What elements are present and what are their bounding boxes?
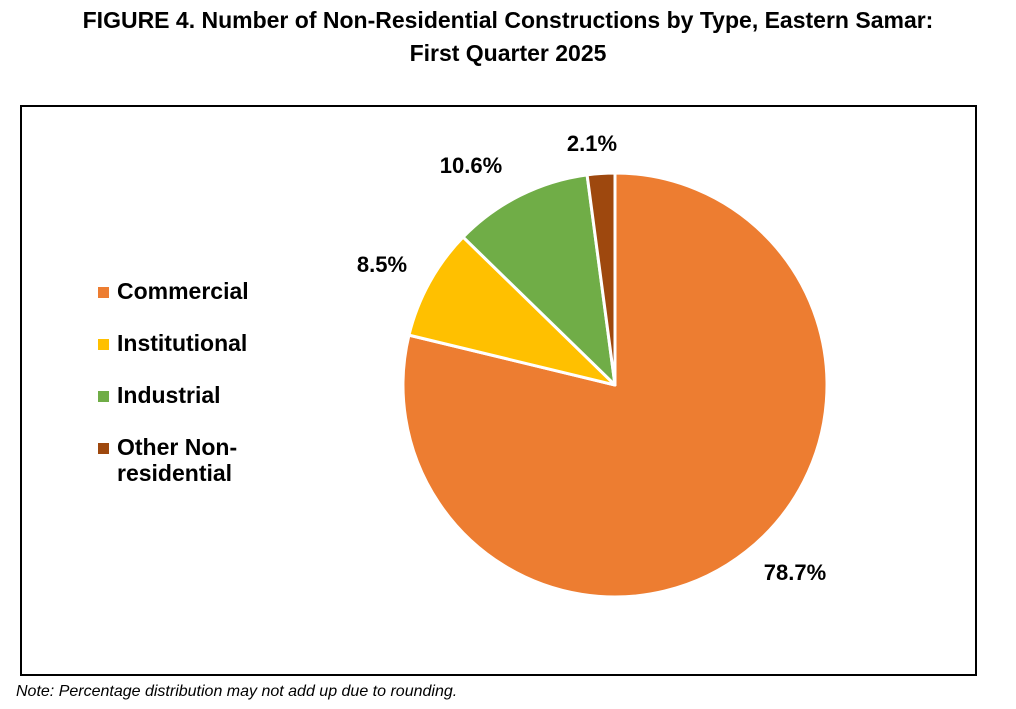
pie-slice-commercial xyxy=(401,171,829,599)
data-label-commercial: 78.7% xyxy=(764,560,826,585)
data-label-industrial: 10.6% xyxy=(440,153,502,178)
legend-label-line: Institutional xyxy=(117,330,248,356)
pie-slice-institutional xyxy=(407,235,617,387)
legend-swatch xyxy=(98,339,109,350)
chart-title-line-2: First Quarter 2025 xyxy=(409,40,607,66)
legend-label: Commercial xyxy=(117,278,249,304)
legend-label: Institutional xyxy=(117,330,247,356)
legend-label-line: Commercial xyxy=(117,278,249,304)
pie-slice-industrial xyxy=(461,173,617,387)
chart-title: FIGURE 4. Number of Non-Residential Cons… xyxy=(0,4,1016,70)
legend-label-line: residential xyxy=(117,460,233,486)
data-label-institutional: 8.5% xyxy=(357,252,407,277)
pie-slice-other-non-residential xyxy=(585,171,617,387)
footnote: Note: Percentage distribution may not ad… xyxy=(16,683,458,700)
data-label-other-non-residential: 2.1% xyxy=(567,131,617,156)
chart-title-line-1: FIGURE 4. Number of Non-Residential Cons… xyxy=(82,7,934,33)
chart-area-frame xyxy=(20,105,977,676)
legend-label: Other Non-residential xyxy=(117,434,237,486)
legend-label-line: Industrial xyxy=(117,382,221,408)
legend-label: Industrial xyxy=(117,382,221,408)
legend-label-line: Other Non- xyxy=(117,434,238,460)
legend-swatch xyxy=(98,391,109,402)
legend-swatch xyxy=(98,443,109,454)
legend-swatch xyxy=(98,287,109,298)
